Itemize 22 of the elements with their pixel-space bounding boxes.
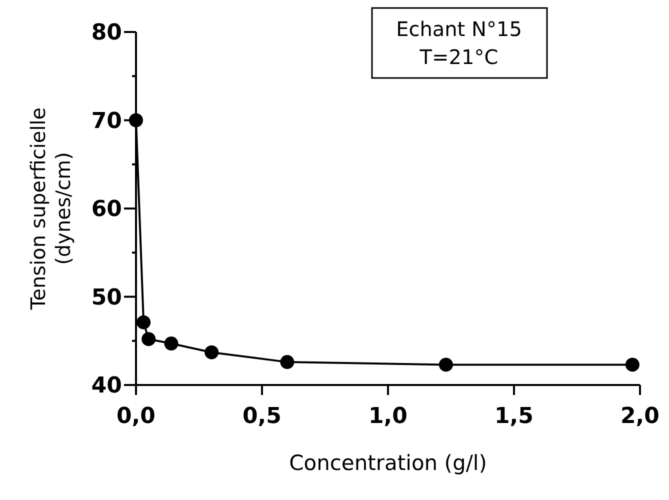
point [136, 315, 151, 330]
point [142, 332, 156, 346]
y-axis-title: Tension superficielle (dynes/cm) [26, 107, 75, 311]
x-axis-title: Concentration (g/l) [289, 451, 487, 475]
y-tick-label: 60 [91, 197, 122, 222]
x-tick-label: 0,0 [116, 404, 156, 429]
point [625, 358, 640, 372]
x-tick-label: 1,0 [368, 404, 408, 429]
point [129, 113, 143, 128]
y-tick-label: 80 [91, 20, 122, 46]
x-tick-label: 0,5 [242, 404, 282, 429]
point [280, 355, 294, 370]
point [438, 358, 453, 372]
point [204, 345, 219, 360]
annotation: Echant N°15 [396, 17, 522, 41]
x-tick-label: 1,5 [494, 404, 534, 429]
point [164, 336, 178, 351]
x-tick-label: 2,0 [620, 404, 660, 429]
y-tick-label: 40 [91, 374, 122, 399]
annotation: T=21°C [418, 45, 498, 69]
y-tick-label: 50 [91, 285, 122, 310]
y-tick-label: 70 [91, 108, 122, 134]
